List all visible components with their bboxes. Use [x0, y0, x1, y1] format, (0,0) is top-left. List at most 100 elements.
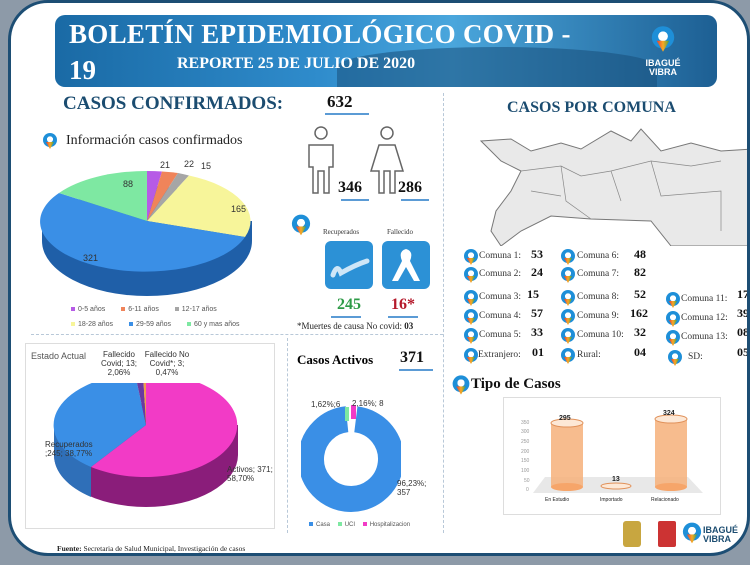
- pin-icon: [452, 375, 470, 394]
- divider: [31, 334, 443, 335]
- divider: [443, 93, 444, 533]
- comuna-value: 17: [737, 287, 749, 301]
- comuna-label: Comuna 6:: [577, 251, 619, 261]
- comuna-label: Extranjero:: [478, 350, 521, 360]
- recovered-label: Recuperados: [323, 228, 360, 236]
- header-banner: BOLETÍN EPIDEMIOLÓGICO COVID - 19 REPORT…: [55, 15, 717, 87]
- svg-text:Relacionado: Relacionado: [651, 497, 679, 503]
- pin-icon: [561, 309, 575, 325]
- donut-label: 96,23%; 357: [397, 479, 427, 497]
- comuna-label: Comuna 1:: [479, 251, 521, 261]
- music-capital-logo: [658, 521, 676, 547]
- banner-mountain-decoration: [337, 47, 657, 87]
- female-count: 286: [398, 179, 422, 196]
- comunas-map: [479, 128, 747, 246]
- comuna-value: 82: [634, 265, 646, 279]
- divider: [287, 338, 288, 533]
- pie-label: 22: [184, 159, 195, 169]
- comuna-label: Comuna 2:: [479, 269, 521, 279]
- pin-icon: [668, 350, 682, 366]
- comuna-value: 32: [634, 325, 646, 339]
- report-date: REPORTE 25 DE JULIO DE 2020: [177, 55, 416, 72]
- active-donut-legend: Casa UCI Hospitalizacion: [309, 522, 424, 528]
- comuna-label: Comuna 9:: [577, 311, 619, 321]
- comuna-label: Comuna 4:: [479, 311, 521, 321]
- underline: [401, 199, 429, 201]
- deceased-count: 16*: [391, 296, 415, 313]
- svg-text:295: 295: [559, 415, 571, 422]
- pin-icon: [464, 249, 478, 265]
- comuna-label: Comuna 7:: [577, 269, 619, 279]
- comuna-label: Comuna 10:: [577, 330, 624, 340]
- comuna-label: Comuna 3:: [479, 292, 521, 302]
- male-icon: [308, 126, 334, 194]
- comuna-label: Rural:: [577, 350, 601, 360]
- case-type-bar-chart: 350 300 250 200 150 100 50 0 295 13 324 En Estudi…: [521, 410, 703, 503]
- comuna-label: Comuna 8:: [577, 292, 619, 302]
- comuna-value: 15: [527, 287, 539, 301]
- svg-text:Importado: Importado: [600, 497, 623, 503]
- recovered-check-icon: [325, 241, 373, 289]
- pie-label: 165: [231, 204, 247, 214]
- ibague-coat-of-arms-logo: [623, 521, 641, 547]
- pin-logo-icon: [651, 26, 675, 52]
- svg-text:100: 100: [521, 468, 530, 474]
- pin-icon: [464, 348, 478, 364]
- pin-icon: [561, 267, 575, 283]
- pin-icon: [666, 311, 680, 327]
- confirmed-info-label: Información casos confirmados: [66, 133, 243, 148]
- confirmed-cases-value: 632: [327, 92, 353, 111]
- bulletin-title: BOLETÍN EPIDEMIOLÓGICO COVID -: [69, 19, 571, 49]
- comuna-label: SD:: [688, 352, 703, 362]
- pin-icon: [464, 309, 478, 325]
- age-pie-chart: [40, 170, 252, 296]
- underline: [399, 369, 433, 371]
- pie-label: Recuperados ;245; 38,77%: [45, 440, 93, 458]
- underline: [388, 316, 418, 318]
- svg-text:200: 200: [521, 449, 530, 455]
- pin-icon: [561, 290, 575, 306]
- non-covid-deaths-note: *Muertes de causa No covid: 03: [297, 321, 414, 331]
- comuna-value: 08: [737, 325, 749, 339]
- svg-text:150: 150: [521, 458, 530, 464]
- pie-label: Activos; 371; 58,70%: [227, 465, 273, 483]
- status-chart-title: Estado Actual: [31, 351, 87, 361]
- pin-icon: [666, 292, 680, 308]
- comuna-label: Comuna 12:: [681, 313, 728, 323]
- svg-text:250: 250: [521, 439, 530, 445]
- svg-text:300: 300: [521, 429, 530, 435]
- svg-text:En Estudio: En Estudio: [545, 497, 569, 503]
- pie-label: Fallecido Covid; 13; 2,06%: [100, 350, 138, 377]
- svg-text:13: 13: [612, 476, 620, 483]
- pin-icon: [43, 133, 57, 149]
- svg-text:0: 0: [526, 487, 529, 493]
- pie-label: 21: [160, 160, 171, 170]
- pin-icon: [666, 330, 680, 346]
- pin-icon: [561, 348, 575, 364]
- underline: [331, 316, 361, 318]
- comuna-value: 01: [532, 345, 544, 359]
- underline: [341, 199, 369, 201]
- comuna-value: 52: [634, 287, 646, 301]
- svg-text:50: 50: [524, 478, 530, 484]
- case-type-heading: Tipo de Casos: [471, 376, 561, 392]
- comuna-label: Comuna 13:: [681, 332, 728, 342]
- comuna-label: Comuna 5:: [479, 330, 521, 340]
- source-note: Fuente: Secretaria de Salud Municipal, I…: [57, 544, 246, 553]
- comuna-heading: CASOS POR COMUNA: [507, 99, 676, 116]
- pie-label: 321: [83, 253, 99, 263]
- comuna-value: 24: [531, 265, 543, 279]
- pin-icon: [464, 267, 478, 283]
- comuna-label: Comuna 11:: [681, 294, 728, 304]
- pie-label: 88: [123, 179, 134, 189]
- svg-text:324: 324: [663, 410, 675, 417]
- pin-icon: [561, 328, 575, 344]
- male-count: 346: [338, 179, 362, 196]
- pin-icon: [291, 214, 311, 236]
- comuna-value: 39: [737, 306, 749, 320]
- ibague-vibra-footer-icon: [682, 522, 702, 544]
- donut-label: 2,16%; 8: [352, 399, 384, 408]
- ibague-vibra-logo: IBAGUÉ VIBRA: [643, 25, 683, 77]
- age-pie-legend: 0-5 años 6-11 años 12-17 años: [71, 306, 231, 313]
- female-icon: [369, 126, 405, 194]
